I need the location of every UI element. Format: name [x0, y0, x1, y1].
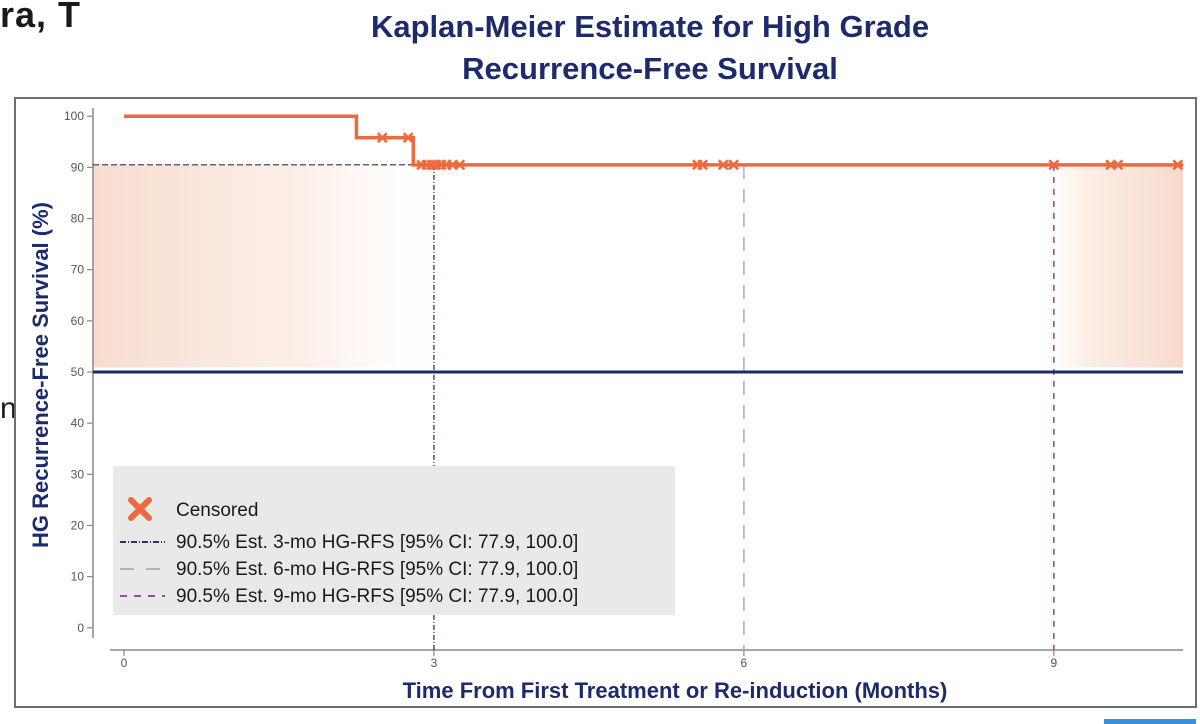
y-tick-label: 0 [77, 621, 84, 635]
ci-band-left [93, 164, 455, 368]
censored-marker [1112, 159, 1124, 171]
chart-title-line-2: Recurrence-Free Survival [462, 51, 838, 86]
censored-marker-stroke [402, 132, 414, 144]
censored-marker-stroke [1172, 159, 1184, 171]
censored-marker [1048, 159, 1060, 171]
censored-marker-stroke [717, 159, 729, 171]
km-survival-curve [123, 114, 1183, 167]
censored-marker [402, 132, 414, 144]
censored-marker [717, 159, 729, 171]
corner-tab [1104, 719, 1196, 724]
y-tick-label: 80 [71, 212, 85, 226]
x-tick-label: 3 [431, 656, 438, 670]
y-tick-label: 10 [71, 570, 85, 584]
km-curve-layer [93, 114, 1183, 374]
censored-marker-stroke [1112, 159, 1124, 171]
legend: Censored 90.5% Est. 3-mo HG-RFS [95% CI:… [113, 466, 675, 615]
clipped-heading-fragment: ra, T [0, 0, 82, 35]
y-tick-label: 20 [71, 518, 85, 532]
x-axis-title: Time From First Treatment or Re-inductio… [403, 678, 948, 703]
y-tick-label: 30 [71, 467, 85, 481]
legend-label-censored: Censored [176, 500, 258, 521]
censored-markers [376, 132, 1184, 171]
censored-marker-stroke [376, 132, 388, 144]
censored-marker [1172, 159, 1184, 171]
y-tick-label: 50 [71, 365, 85, 379]
y-tick-label: 90 [71, 160, 85, 174]
legend-censored-icon [128, 497, 152, 521]
clipped-side-fragment: n [0, 392, 17, 425]
y-axis-title: HG Recurrence-Free Survival (%) [28, 202, 53, 548]
censored-marker-stroke [426, 159, 438, 171]
chart-title-line-1: Kaplan-Meier Estimate for High Grade [370, 9, 930, 44]
y-tick-label: 60 [71, 314, 85, 328]
legend-label-9mo: 90.5% Est. 9-mo HG-RFS [95% CI: 77.9, 10… [176, 586, 578, 607]
chart-frame [14, 97, 1197, 708]
legend-label-6mo: 90.5% Est. 6-mo HG-RFS [95% CI: 77.9, 10… [176, 559, 578, 580]
chart-title: Kaplan-Meier Estimate for High Grade Rec… [250, 6, 1050, 90]
legend-background [113, 466, 675, 615]
y-tick-label: 100 [64, 109, 84, 123]
x-tick-label: 0 [121, 656, 128, 670]
y-tick-label: 70 [71, 263, 85, 277]
censored-marker-stroke [1048, 159, 1060, 171]
ci-band-right [1033, 164, 1183, 368]
x-tick-label: 6 [741, 656, 748, 670]
censored-marker [697, 159, 708, 171]
x-tick-label: 9 [1051, 656, 1058, 670]
censored-marker-stroke [697, 159, 708, 171]
legend-label-3mo: 90.5% Est. 3-mo HG-RFS [95% CI: 77.9, 10… [176, 532, 578, 553]
censored-marker [728, 159, 739, 171]
censored-marker-stroke [454, 159, 466, 171]
ci-band-layer [93, 164, 1183, 368]
censored-marker-stroke [728, 159, 739, 171]
censored-marker [376, 132, 388, 144]
censored-marker [454, 159, 466, 171]
censored-marker [426, 159, 438, 171]
y-tick-label: 40 [71, 416, 85, 430]
